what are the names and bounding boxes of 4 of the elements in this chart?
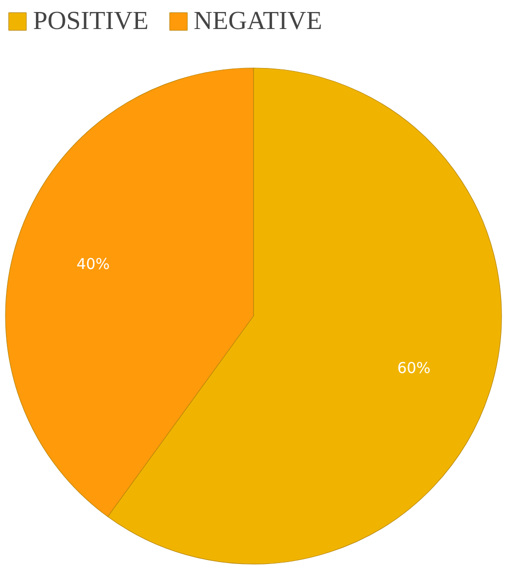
data-label: 60% <box>397 359 431 378</box>
data-label: 40% <box>76 254 110 273</box>
legend-label: POSITIVE <box>33 6 149 36</box>
legend-label: NEGATIVE <box>194 6 322 36</box>
